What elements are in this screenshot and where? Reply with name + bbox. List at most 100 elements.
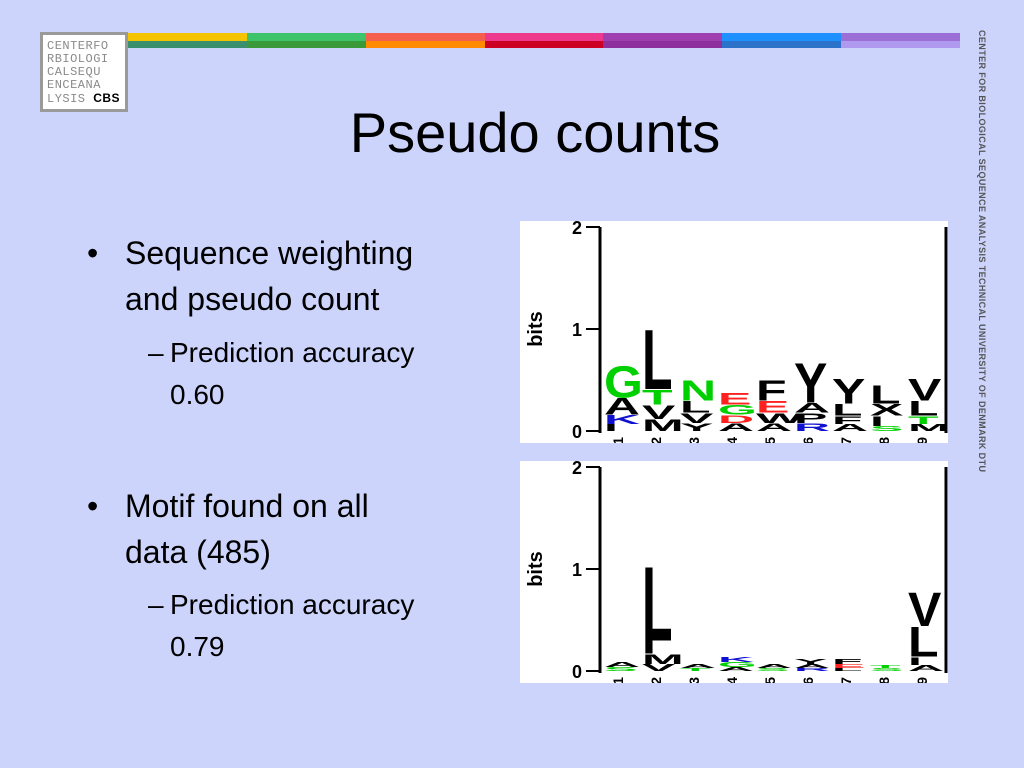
logo-letter: M [908, 422, 948, 433]
logo-letter: Y [794, 658, 828, 666]
logo-letter: X [870, 400, 903, 419]
logo-letter: S [756, 667, 789, 672]
position-label: 8 [876, 677, 892, 683]
position-label: 9 [914, 677, 930, 683]
logo-letter: V [908, 372, 942, 407]
sub-dash: – [148, 337, 164, 368]
logo-letter: A [718, 421, 754, 434]
stripe-segment [603, 33, 723, 48]
logo-letter: T [908, 414, 939, 427]
logo-letter: L [908, 618, 939, 666]
y-tick-label: 1 [572, 320, 582, 340]
logo-letter: L [832, 400, 863, 419]
logo-line: CALSEQU [47, 65, 101, 79]
bullet-1-line1: Sequence weighting [125, 235, 414, 271]
logo-letter: D [718, 413, 754, 426]
logo-letter: A [718, 666, 754, 672]
logo-letter: A [604, 393, 640, 420]
logo-letter: E [756, 397, 789, 416]
logo-letter: T [680, 667, 711, 672]
slide-title: Pseudo counts [349, 101, 721, 164]
logo-letter: T [870, 664, 901, 669]
y-axis-label: bits [525, 311, 547, 347]
color-stripe [128, 33, 961, 48]
logo-letter: S [870, 425, 903, 433]
position-label: 8 [876, 437, 892, 443]
logo-letter: E [718, 389, 751, 408]
position-label: 5 [762, 437, 778, 443]
y-tick-label: 2 [572, 221, 582, 238]
logo-letter: E [832, 663, 865, 669]
logo-letter: I [642, 637, 656, 658]
logo-letter: F [832, 658, 863, 666]
cbs-logo: CENTERFO RBIOLOGI CALSEQU ENCEANA LYSIS … [40, 32, 128, 112]
side-banner-text: CENTER FOR BIOLOGICAL SEQUENCE ANALYSIS … [977, 30, 987, 473]
logo-letter: G [604, 357, 643, 407]
logo-letter: I [604, 422, 618, 433]
bullet-2: • Motif found on all data (485) [87, 483, 369, 575]
logo-letter: I [870, 413, 884, 429]
logo-letter: A [756, 421, 792, 434]
logo-letter: S [604, 666, 637, 672]
sub-bullet-1: – Prediction accuracy 0.60 [148, 332, 414, 416]
bullet-2-line2: data (485) [125, 534, 271, 570]
stripe-segment [246, 33, 367, 48]
logo-letter: A [756, 663, 792, 669]
logo-letter: F [756, 375, 787, 407]
sequence-logo-2: 2 1 0 bits S A 1 V M I L 2 T A 3 A G K 4 S A 5 R A Y 6 L E F 7 S T 8 A I L V… [520, 461, 948, 683]
logo-letter: L [642, 312, 673, 407]
sub-dash: – [148, 589, 164, 620]
logo-letter: K [604, 412, 640, 426]
logo-letter: F [832, 414, 863, 427]
bullet-1-line2: and pseudo count [125, 281, 380, 317]
y-tick-label: 1 [572, 560, 582, 580]
position-label: 6 [800, 677, 816, 683]
logo-letter: A [794, 663, 830, 669]
logo-letter: V [680, 410, 714, 426]
position-label: 5 [762, 677, 778, 683]
logo-letter: P [794, 410, 827, 426]
position-label: 3 [686, 437, 702, 443]
logo-letter: A [794, 400, 830, 416]
logo-line: RBIOLOGI [47, 52, 109, 66]
stripe-segment [841, 33, 961, 48]
logo-line-text: LYSIS [47, 92, 86, 106]
logo-letter: A [680, 663, 716, 669]
position-label: 9 [914, 437, 930, 443]
logo-letter: S [870, 667, 903, 672]
logo-letter: M [642, 416, 684, 435]
bullet-dot: • [87, 235, 99, 271]
stripe-segment [484, 33, 604, 48]
stripe-segment [365, 33, 486, 48]
logo-letter: A [604, 661, 640, 669]
logo-letter: L [642, 544, 673, 663]
logo-letter: V [642, 662, 675, 673]
logo-letter: A [908, 663, 944, 672]
sequence-logo-1: 2 1 0 bits I K A G 1 M V T L 2 Y V L N 3 A D G E 4 A W E F 5 R P A Y 6 A F L… [520, 221, 948, 443]
logo-letter: Y [680, 421, 713, 434]
logo-letter: N [680, 375, 716, 407]
y-tick-label: 0 [572, 422, 582, 442]
position-label: 2 [648, 437, 664, 443]
bullet-dot: • [87, 488, 99, 524]
logo-line: ENCEANA [47, 78, 101, 92]
logo-letter: R [794, 421, 830, 434]
sub-bullet-2-line2: 0.79 [170, 631, 225, 662]
logo-letter: A [832, 422, 868, 433]
sub-bullet-2-line1: Prediction accuracy [170, 589, 415, 620]
logo-letter: T [642, 386, 673, 410]
logo-letter: K [718, 655, 754, 663]
logo-line: CENTERFO [47, 39, 109, 53]
position-label: 4 [724, 437, 740, 443]
position-label: 1 [610, 437, 626, 443]
position-label: 7 [838, 677, 854, 683]
y-tick-label: 2 [572, 461, 582, 478]
logo-letter: V [908, 584, 942, 637]
logo-letter: G [718, 661, 757, 669]
logo-letter: L [832, 667, 863, 672]
bullet-2-line1: Motif found on all [125, 488, 369, 524]
logo-letter: I [908, 655, 922, 668]
y-tick-label: 0 [572, 662, 582, 682]
logo-line: LYSIS CBS [47, 92, 125, 106]
logo-letter: L [870, 381, 901, 409]
